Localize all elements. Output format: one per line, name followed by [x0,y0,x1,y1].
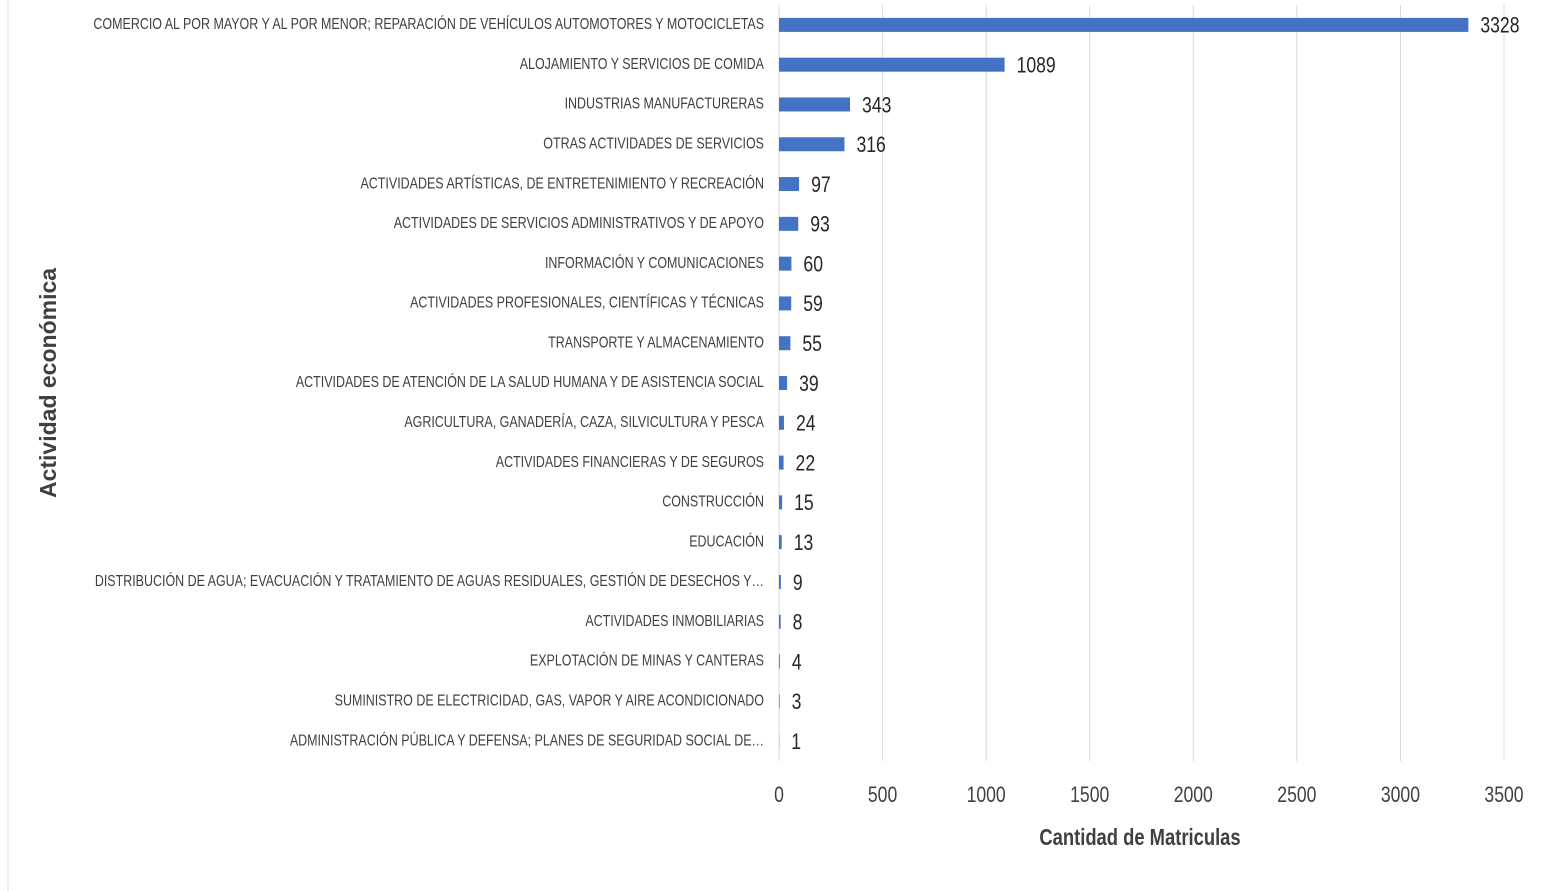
value-label: 97 [811,173,831,197]
y-tick-label: INDUSTRIAS MANUFACTURERAS [565,95,764,113]
bar [779,97,851,112]
y-tick-label: CONSTRUCCIÓN [662,492,764,511]
bar [779,574,781,589]
y-tick-label: TRANSPORTE Y ALMACENAMIENTO [548,334,764,352]
x-tick-label: 3000 [1381,783,1420,807]
bar [779,614,781,629]
bar [779,216,799,231]
value-label: 1 [791,730,801,754]
bar [779,137,845,152]
bar [779,17,1469,32]
bar [779,256,792,271]
value-label: 316 [856,133,885,157]
value-label: 22 [796,452,816,476]
x-tick-label: 500 [868,783,897,807]
y-tick-label: ACTIVIDADES PROFESIONALES, CIENTÍFICAS Y… [410,293,764,312]
value-label: 3328 [1480,14,1519,38]
bar [779,535,782,550]
value-label: 9 [793,571,803,595]
x-tick-label: 2500 [1277,783,1316,807]
y-tick-label: ADMINISTRACIÓN PÚBLICA Y DEFENSA; PLANES… [290,731,764,750]
y-tick-label: ACTIVIDADES FINANCIERAS Y DE SEGUROS [496,453,764,471]
y-tick-label: DISTRIBUCIÓN DE AGUA; EVACUACIÓN Y TRATA… [95,572,764,591]
value-label: 1089 [1017,54,1056,78]
x-tick-label: 3500 [1484,783,1523,807]
value-label: 39 [799,372,819,396]
y-tick-label: ACTIVIDADES DE ATENCIÓN DE LA SALUD HUMA… [296,373,764,392]
value-label: 3 [792,690,802,714]
value-label: 55 [802,332,822,356]
y-tick-label: COMERCIO AL POR MAYOR Y AL POR MENOR; RE… [93,15,764,34]
y-tick-label: EXPLOTACIÓN DE MINAS Y CANTERAS [530,651,764,670]
value-label: 8 [793,611,803,635]
y-tick-label: ALOJAMIENTO Y SERVICIOS DE COMIDA [520,56,765,74]
x-tick-label: 2000 [1174,783,1213,807]
bar [779,177,800,192]
bar [779,376,788,390]
y-tick-label: OTRAS ACTIVIDADES DE SERVICIOS [543,135,764,153]
x-tick-label: 1500 [1070,783,1109,807]
bar [779,654,780,669]
bar [779,694,780,709]
value-label: 93 [810,213,830,237]
x-axis-title: Cantidad de Matriculas [1039,825,1240,850]
bar [779,296,792,311]
x-tick-label: 0 [774,783,784,807]
y-tick-label: ACTIVIDADES ARTÍSTICAS, DE ENTRETENIMIEN… [361,174,764,193]
value-label: 13 [794,531,814,555]
value-label: 60 [803,253,823,277]
value-label: 24 [796,412,816,436]
bar [779,495,783,510]
bar [779,57,1005,72]
y-tick-label: EDUCACIÓN [689,532,764,551]
bar [779,336,791,351]
y-axis-title: Actividad económica [35,268,61,498]
bar [779,455,784,470]
y-tick-label: ACTIVIDADES INMOBILIARIAS [585,613,764,631]
y-tick-label: SUMINISTRO DE ELECTRICIDAD, GAS, VAPOR Y… [335,692,764,710]
value-label: 59 [803,292,823,316]
y-tick-label: ACTIVIDADES DE SERVICIOS ADMINISTRATIVOS… [394,215,764,233]
value-label: 15 [794,491,814,515]
y-tick-label: INFORMACIÓN Y COMUNICACIONES [545,253,764,272]
value-label: 4 [792,651,802,675]
bar [779,415,784,430]
x-tick-label: 1000 [967,783,1006,807]
value-label: 343 [862,94,891,118]
y-tick-label: AGRICULTURA, GANADERÍA, CAZA, SILVICULTU… [404,413,764,432]
